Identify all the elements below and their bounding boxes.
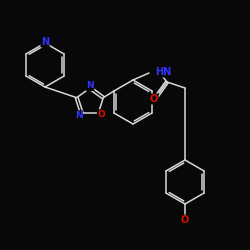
Text: O: O bbox=[97, 110, 105, 119]
Text: O: O bbox=[150, 94, 158, 104]
Text: N: N bbox=[75, 111, 82, 120]
Text: N: N bbox=[41, 37, 49, 47]
Text: N: N bbox=[86, 82, 94, 90]
Text: HN: HN bbox=[155, 67, 171, 77]
Text: O: O bbox=[181, 215, 189, 225]
